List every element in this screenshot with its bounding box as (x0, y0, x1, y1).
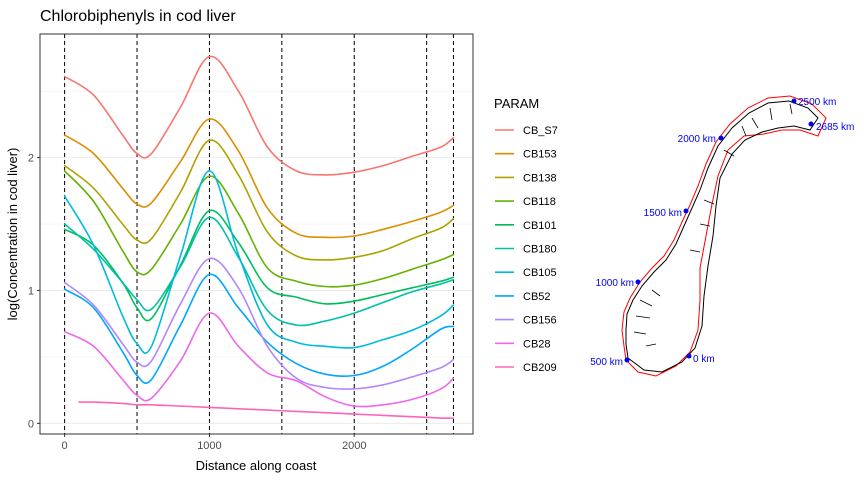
map-point-1500: 1500 km (644, 208, 689, 219)
map-label-0: 0 km (693, 354, 715, 365)
series-line-cb180 (63, 216, 455, 327)
map-point-0: 0 km (686, 353, 715, 365)
legend-label-cb105: CB105 (523, 267, 557, 279)
legend-label-cb156: CB156 (523, 315, 557, 327)
coast-buffer-outline (621, 95, 827, 377)
series-line-cb101 (63, 209, 455, 322)
x-tick-label: 2000 (342, 440, 366, 452)
legend-label-cb118: CB118 (523, 196, 556, 208)
series-line-cb209 (78, 401, 455, 419)
map-point-2500: 2500 km (791, 97, 836, 108)
x-tick-label: 1000 (197, 440, 221, 452)
axis-ticks: 0 1 2 0 1000 2000 (28, 153, 367, 452)
map-point-2685-marker (808, 121, 814, 127)
map-point-1000-marker (635, 279, 641, 285)
legend: PARAM CB_S7 CB153 CB138 CB118 CB101 CB180 CB10… (494, 96, 558, 374)
chart-title: Chlorobiphenyls in cod liver (40, 8, 236, 25)
y-tick-label: 2 (28, 153, 34, 165)
plot-panel (40, 34, 473, 434)
series-lines (63, 55, 455, 419)
series-line-cb138 (63, 139, 455, 261)
legend-label-cb153: CB153 (523, 149, 557, 161)
coast-land-outline (625, 100, 819, 373)
y-tick-label: 0 (28, 418, 34, 430)
coast-fjord-detail (633, 103, 793, 347)
legend-label-cb180: CB180 (523, 244, 557, 256)
map-point-1000: 1000 km (596, 278, 641, 289)
map-label-500: 500 km (590, 357, 623, 368)
panel-border (39, 33, 474, 435)
legend-label-cb209: CB209 (523, 362, 557, 374)
map-point-0-marker (686, 353, 692, 359)
series-line-cb28 (63, 312, 455, 408)
legend-title: PARAM (494, 96, 539, 111)
map-label-2500: 2500 km (798, 97, 836, 108)
legend-label-cb138: CB138 (523, 172, 557, 184)
map-label-2000: 2000 km (678, 134, 716, 145)
legend-label-cb101: CB101 (523, 220, 557, 232)
map-point-1500-marker (683, 208, 689, 214)
series-line-cb118 (63, 170, 455, 288)
legend-label-cb-s7: CB_S7 (523, 125, 558, 137)
series-line-cb-s7 (63, 55, 455, 176)
x-tick-label: 0 (62, 440, 68, 452)
map-point-500-marker (624, 357, 630, 363)
x-axis-title: Distance along coast (196, 458, 317, 473)
legend-label-cb28: CB28 (523, 338, 551, 350)
map-point-500: 500 km (590, 357, 630, 368)
map-point-2000: 2000 km (678, 134, 724, 145)
map-label-1000: 1000 km (596, 278, 634, 289)
map-point-2685: 2685 km (808, 121, 854, 133)
series-line-cb156 (63, 257, 455, 390)
legend-label-cb52: CB52 (523, 291, 551, 303)
series-line-cb52 (63, 273, 455, 384)
y-axis-title: log(Concentration in cod liver) (5, 148, 20, 321)
map-point-2500-marker (791, 98, 797, 104)
map-point-2000-marker (718, 135, 724, 141)
map-label-1500: 1500 km (644, 208, 682, 219)
series-line-cb105 (63, 170, 455, 355)
y-tick-label: 1 (28, 285, 34, 297)
coast-map: 2500 km 2685 km 2000 km 1500 km 1000 km … (590, 95, 854, 377)
map-label-2685: 2685 km (816, 122, 854, 133)
series-line-cb153 (63, 118, 455, 239)
